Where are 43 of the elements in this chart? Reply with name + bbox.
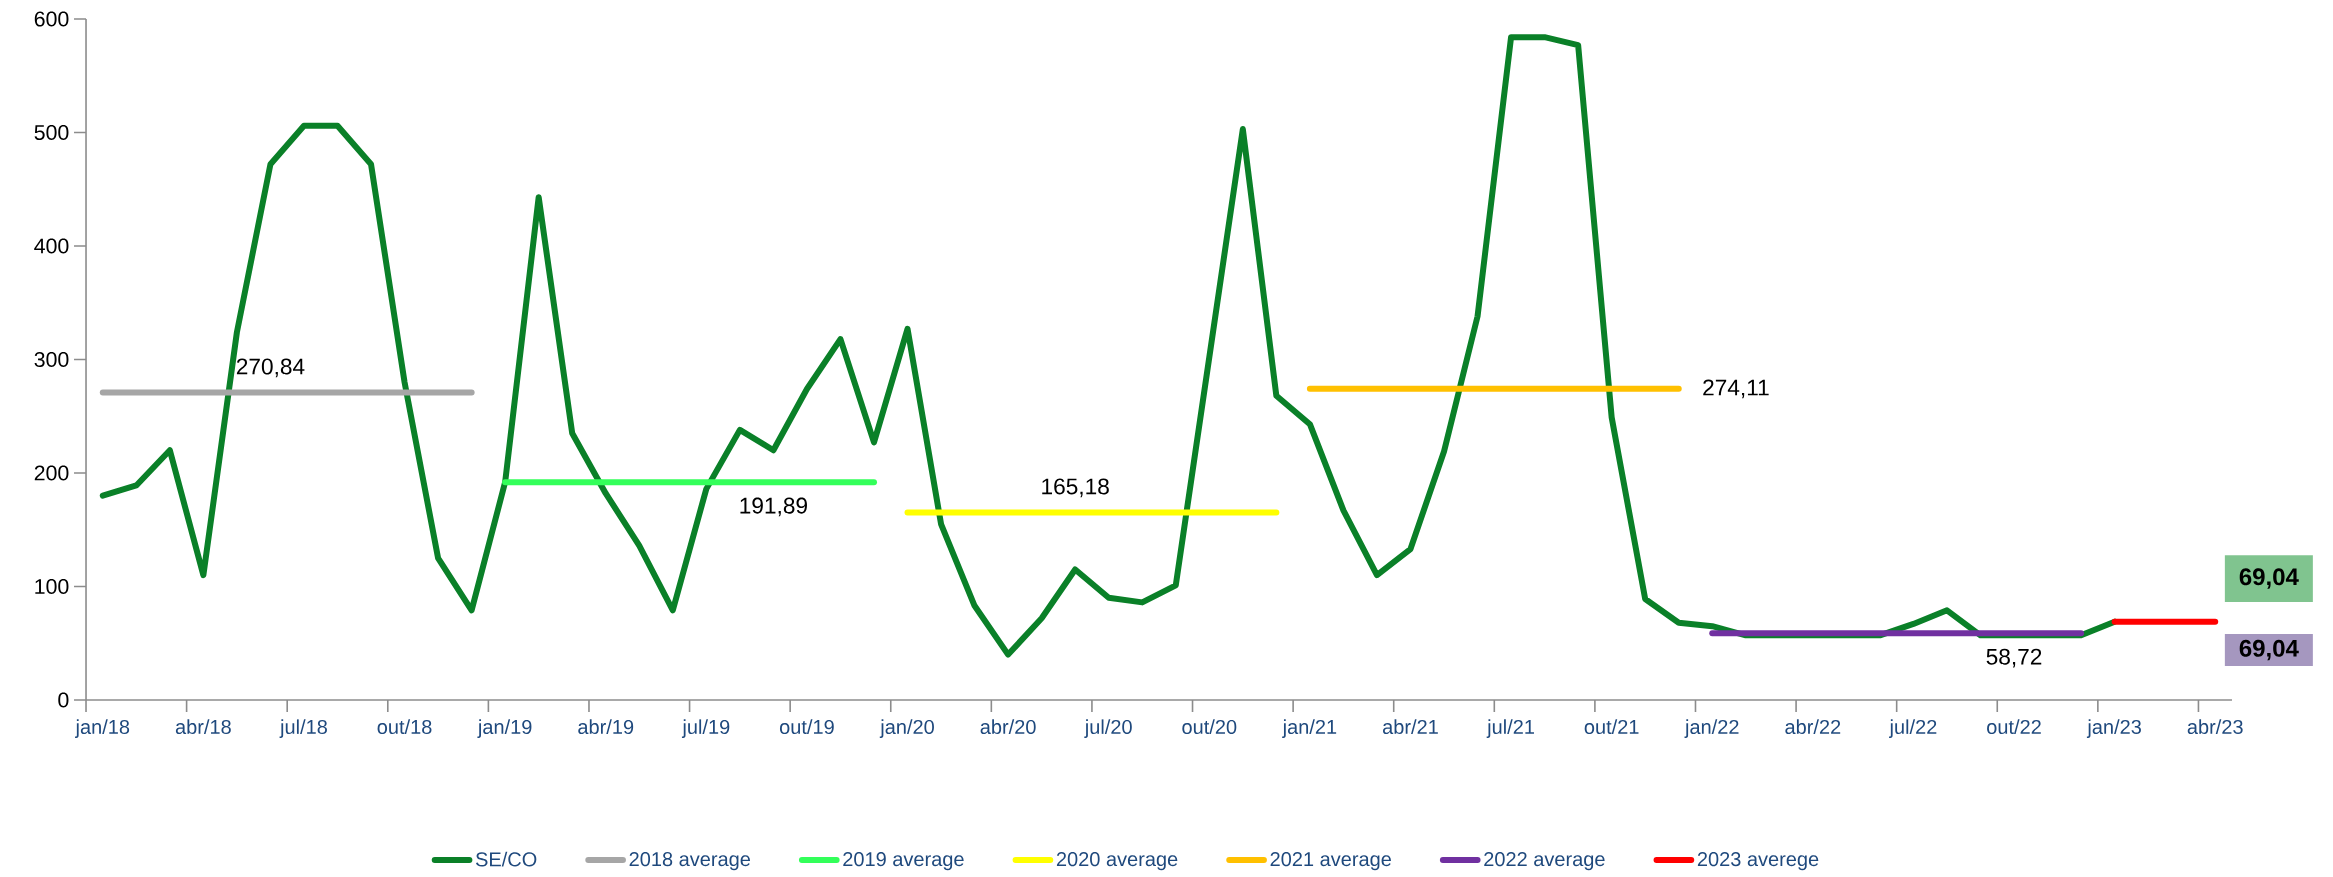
legend-label: SE/CO (475, 851, 537, 867)
x-tick-label: abr/21 (1382, 719, 1438, 735)
data-label: 191,89 (740, 497, 807, 517)
data-label: 270,84 (236, 358, 305, 378)
y-tick-label: 100 (35, 578, 69, 595)
x-tick-label: abr/22 (1785, 719, 1841, 735)
legend-label: 2020 average (1056, 852, 1178, 871)
text: 69,04 (2239, 639, 2299, 661)
x-tick-label: jul/22 (1889, 719, 1937, 738)
x-tick-label: jul/21 (1486, 719, 1534, 738)
legend-label: 2018 average (629, 852, 750, 871)
x-tick-label: jul/20 (1084, 719, 1132, 738)
data-label: 58,72 (1986, 648, 2042, 668)
x-tick-label: jan/22 (1684, 719, 1739, 738)
legend-label: 2021 average (1270, 852, 1391, 871)
x-tick-label: out/20 (1182, 719, 1237, 735)
y-tick-label: 200 (34, 465, 69, 481)
x-tick-label: abr/18 (175, 719, 231, 735)
x-tick-label: jul/18 (279, 719, 327, 738)
x-tick-label: jan/20 (879, 719, 934, 738)
y-tick-label: 400 (34, 238, 69, 254)
legend-label: 2019 average (843, 852, 964, 871)
y-tick-label: 600 (34, 11, 69, 27)
data-label: 165,18 (1042, 478, 1109, 498)
x-tick-label: jan/23 (2086, 719, 2141, 738)
y-tick-label: 0 (58, 692, 69, 708)
x-tick-label: abr/20 (980, 719, 1036, 735)
x-tick-label: jan/19 (477, 719, 532, 738)
x-tick-label: out/18 (377, 719, 432, 735)
text: 69,04 (2239, 568, 2299, 589)
x-tick-label: jan/18 (75, 719, 130, 738)
x-tick-label: abr/19 (578, 719, 634, 735)
x-tick-label: jul/19 (681, 719, 730, 738)
x-tick-label: abr/23 (2187, 719, 2243, 735)
x-tick-label: out/19 (779, 719, 834, 735)
legend-label: 2022 average (1484, 852, 1605, 871)
data-label: 274,11 (1703, 379, 1769, 399)
x-tick-label: out/21 (1584, 719, 1639, 735)
x-tick-label: out/22 (1987, 719, 2041, 735)
legend-label: 2023 averege (1697, 852, 1819, 871)
y-tick-label: 500 (34, 124, 69, 141)
y-tick-label: 300 (34, 351, 69, 368)
x-tick-label: jan/21 (1282, 719, 1337, 738)
